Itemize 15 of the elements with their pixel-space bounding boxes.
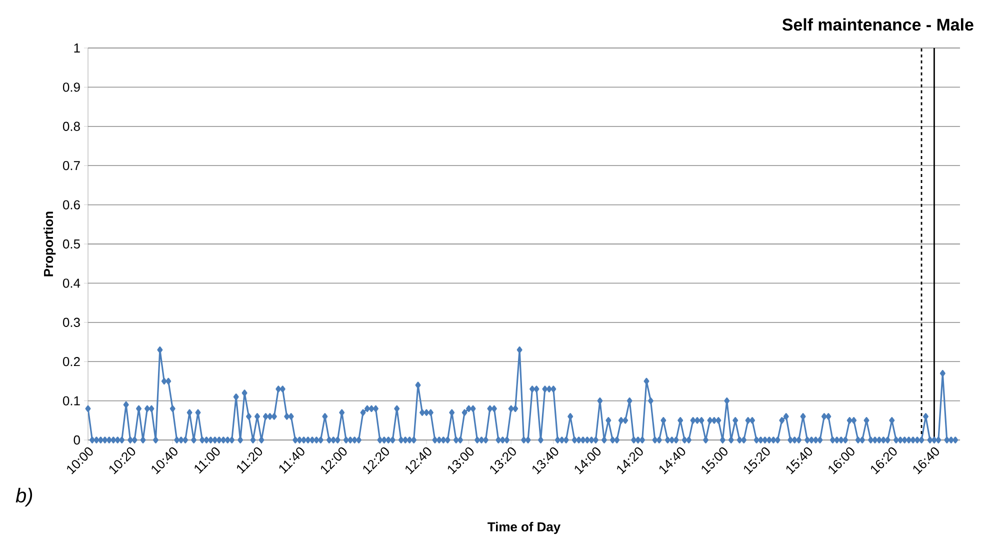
y-axis-title: Proportion [44, 212, 56, 276]
y-tick-label: 0.6 [62, 200, 80, 210]
y-tick-label: 0.4 [62, 278, 80, 288]
chart-title: Self maintenance - Male [782, 18, 974, 31]
x-axis-title: Time of Day [488, 522, 561, 534]
y-tick-label: 1 [74, 44, 80, 52]
y-tick-label: 0.9 [62, 82, 80, 92]
text: b) [16, 488, 32, 506]
y-tick-label: 0.1 [62, 396, 80, 406]
y-tick-label: 0.7 [62, 161, 80, 170]
y-tick-label: 0.3 [62, 318, 80, 327]
y-tick-label: 0.2 [62, 357, 80, 366]
y-tick-label: 0.5 [62, 239, 80, 249]
y-tick-label: 0.8 [62, 122, 80, 131]
y-tick-label: 0 [74, 435, 80, 445]
